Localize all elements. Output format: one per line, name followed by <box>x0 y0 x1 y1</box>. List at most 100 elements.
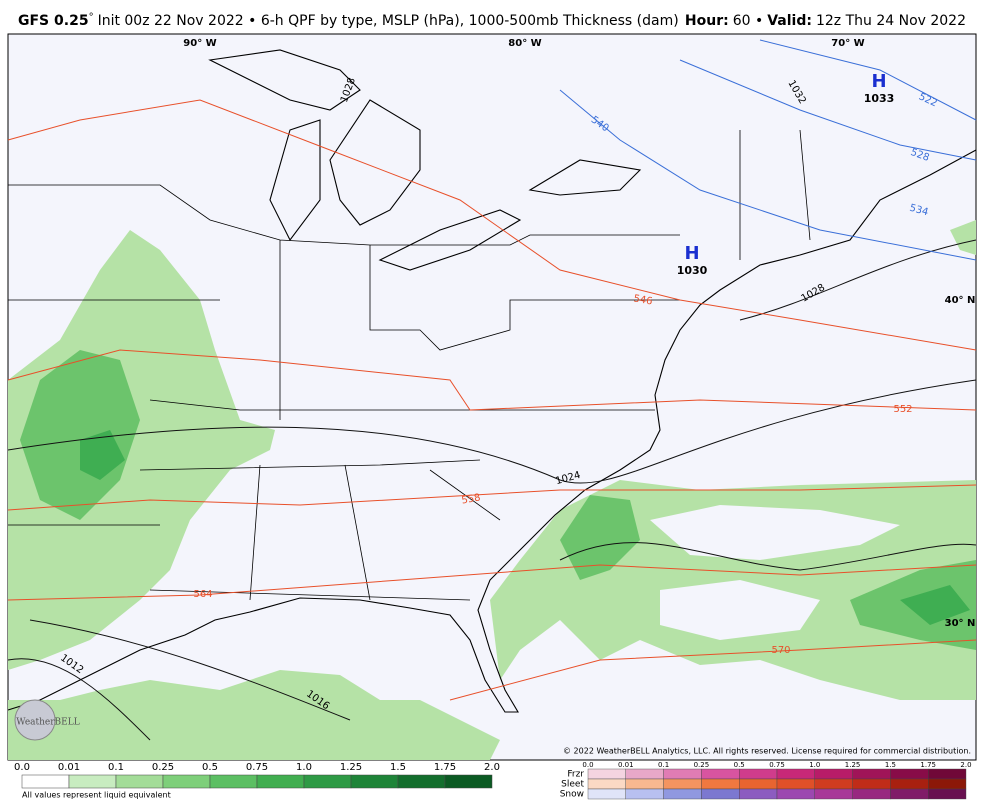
latitude-label: 40° N <box>945 295 976 306</box>
rain-swatch <box>350 774 399 789</box>
high-pressure: 1033 <box>864 92 895 105</box>
state-borders <box>8 129 811 601</box>
logo: WeatherBELL <box>16 718 79 728</box>
type-swatch <box>814 788 853 800</box>
isobar <box>7 379 977 484</box>
thickness-line <box>449 639 977 701</box>
rain-scale-label: 0.1 <box>108 762 124 773</box>
legend: All values represent liquid equivalent 0… <box>14 761 972 800</box>
type-swatch <box>587 778 626 790</box>
type-swatch <box>928 768 967 780</box>
type-scale-label: 0.1 <box>658 761 669 769</box>
precip-type: Snow <box>560 790 584 800</box>
rain-swatch <box>209 774 258 789</box>
legend-note: All values represent liquid equivalent <box>22 791 171 800</box>
type-swatch <box>814 778 853 790</box>
high-symbol: H <box>871 71 886 92</box>
high-symbol: H <box>684 243 699 264</box>
type-swatch <box>625 768 664 780</box>
thickness-line <box>559 89 977 261</box>
thickness-label: 552 <box>893 404 912 415</box>
isobar <box>739 239 977 321</box>
type-scale-label: 0.0 <box>582 761 593 769</box>
thickness-line <box>759 39 977 121</box>
type-swatch <box>739 768 778 780</box>
type-swatch <box>739 778 778 790</box>
precip-type: Sleet <box>561 780 584 790</box>
type-scale-label: 1.5 <box>885 761 896 769</box>
thickness-line <box>7 349 977 411</box>
type-swatch <box>814 768 853 780</box>
header-left: GFS 0.25° Init 00z 22 Nov 2022 • 6-h QPF … <box>18 12 679 29</box>
type-swatch <box>625 778 664 790</box>
type-swatch <box>852 768 891 780</box>
rain-swatch <box>115 774 164 789</box>
rain-scale-label: 0.25 <box>152 762 174 773</box>
latitude-label: 30° N <box>945 618 976 629</box>
great-lakes <box>208 49 642 271</box>
valid-label: Valid: <box>767 13 812 29</box>
isobar <box>7 658 151 741</box>
type-swatch <box>663 768 702 780</box>
type-scale-label: 0.75 <box>769 761 785 769</box>
type-swatch <box>890 778 929 790</box>
precip-heavy <box>80 430 970 625</box>
rain-scale-label: 1.25 <box>340 762 362 773</box>
precip-type: Frzr <box>567 770 584 780</box>
thickness-line <box>7 484 977 511</box>
isobar <box>29 619 351 721</box>
degree: ° <box>89 12 94 23</box>
longitude-label: 80° W <box>508 38 541 49</box>
type-scale-label: 0.01 <box>618 761 634 769</box>
rain-scale-label: 0.0 <box>14 762 30 773</box>
type-scale-label: 0.5 <box>734 761 745 769</box>
model: GFS 0.25 <box>18 13 89 29</box>
type-swatch <box>852 778 891 790</box>
rain-scale-label: 0.01 <box>58 762 80 773</box>
type-swatch <box>928 788 967 800</box>
thickness-label: 534 <box>908 203 929 219</box>
type-swatch <box>890 768 929 780</box>
header-right: Hour: 60 • Valid: 12z Thu 24 Nov 2022 <box>685 13 966 29</box>
valid: 12z Thu 24 Nov 2022 <box>816 13 966 29</box>
type-swatch <box>625 788 664 800</box>
hour: 60 • <box>733 13 764 29</box>
thickness-line <box>679 59 977 161</box>
high-pressure: 1030 <box>677 264 708 277</box>
type-swatch <box>776 778 815 790</box>
type-swatch <box>663 778 702 790</box>
rain-swatch <box>303 774 352 789</box>
type-swatch <box>663 788 702 800</box>
rain-swatch <box>21 774 70 789</box>
type-scale-label: 1.25 <box>845 761 861 769</box>
rain-swatch <box>162 774 211 789</box>
rain-swatch <box>397 774 446 789</box>
type-swatch <box>852 788 891 800</box>
rain-swatch <box>256 774 305 789</box>
longitude-label: 90° W <box>183 38 216 49</box>
type-scale-label: 2.0 <box>960 761 971 769</box>
description: Init 00z 22 Nov 2022 • 6-h QPF by type, … <box>98 13 679 29</box>
rain-scale-label: 0.5 <box>202 762 218 773</box>
hour-label: Hour: <box>685 13 729 29</box>
type-scale-label: 1.0 <box>809 761 820 769</box>
type-swatch <box>701 778 740 790</box>
thickness-label: 558 <box>461 492 482 506</box>
type-swatch <box>776 788 815 800</box>
thickness-line <box>7 99 977 351</box>
type-swatch <box>928 778 967 790</box>
isobar <box>559 542 977 571</box>
type-swatch <box>739 788 778 800</box>
type-scale-label: 0.25 <box>694 761 710 769</box>
coastline <box>7 149 977 713</box>
rain-swatch <box>444 774 493 789</box>
rain-scale-label: 1.5 <box>390 762 406 773</box>
thickness-label: 570 <box>771 645 790 656</box>
rain-scale-label: 1.75 <box>434 762 456 773</box>
longitude-label: 70° W <box>831 38 864 49</box>
thickness-line <box>7 564 977 601</box>
type-swatch <box>587 768 626 780</box>
type-swatch <box>776 768 815 780</box>
